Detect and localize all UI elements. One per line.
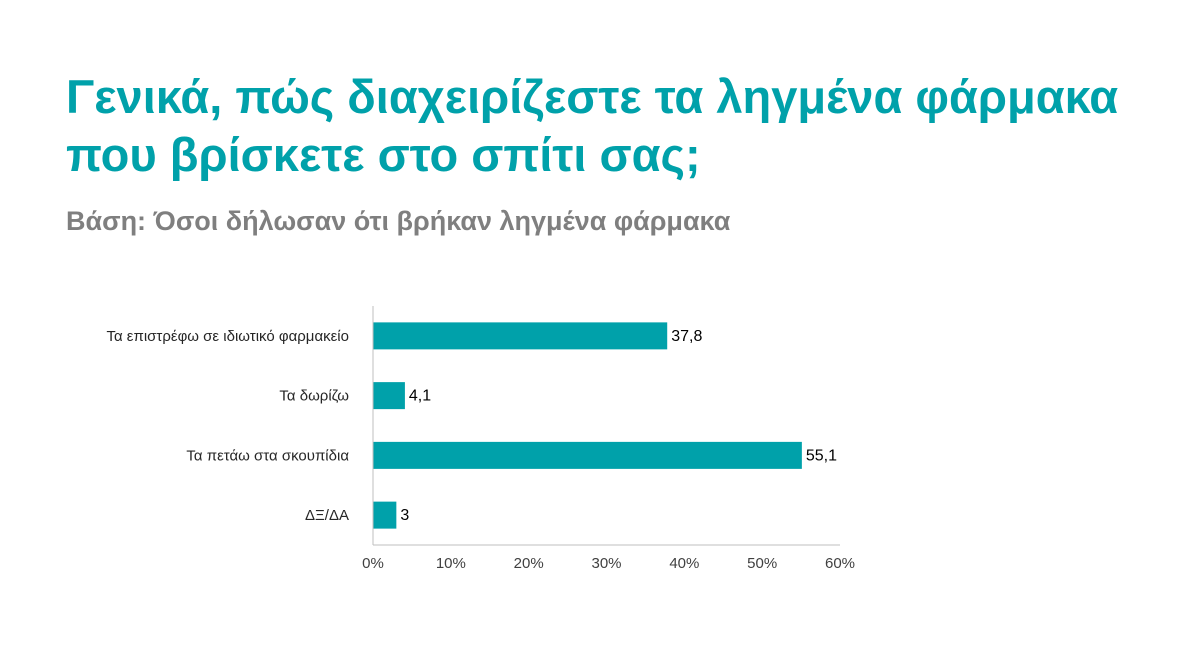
category-label: Τα δωρίζω bbox=[279, 388, 349, 405]
x-tick-label: 20% bbox=[514, 555, 544, 572]
bar bbox=[373, 322, 668, 350]
bar bbox=[373, 501, 397, 529]
x-tick-label: 30% bbox=[591, 555, 621, 572]
x-tick-label: 0% bbox=[362, 555, 384, 572]
data-label: 55,1 bbox=[806, 447, 837, 464]
x-tick-label: 10% bbox=[436, 555, 466, 572]
chart-subtitle: Βάση: Όσοι δήλωσαν ότι βρήκαν ληγμένα φά… bbox=[66, 206, 731, 236]
category-label: ΔΞ/ΔΑ bbox=[305, 507, 349, 524]
bar bbox=[373, 441, 802, 469]
x-tick-label: 40% bbox=[669, 555, 699, 572]
data-label: 3 bbox=[400, 507, 409, 524]
x-tick-label: 60% bbox=[825, 555, 855, 572]
bar bbox=[373, 382, 405, 410]
data-label: 37,8 bbox=[671, 328, 702, 345]
data-label: 4,1 bbox=[409, 388, 431, 405]
category-label: Τα πετάω στα σκουπίδια bbox=[186, 447, 349, 464]
x-tick-label: 50% bbox=[747, 555, 777, 572]
chart-title: Γενικά, πώς διαχειρίζεστε τα ληγμένα φάρ… bbox=[66, 70, 1119, 181]
category-label: Τα επιστρέφω σε ιδιωτικό φαρμακείο bbox=[106, 328, 349, 345]
